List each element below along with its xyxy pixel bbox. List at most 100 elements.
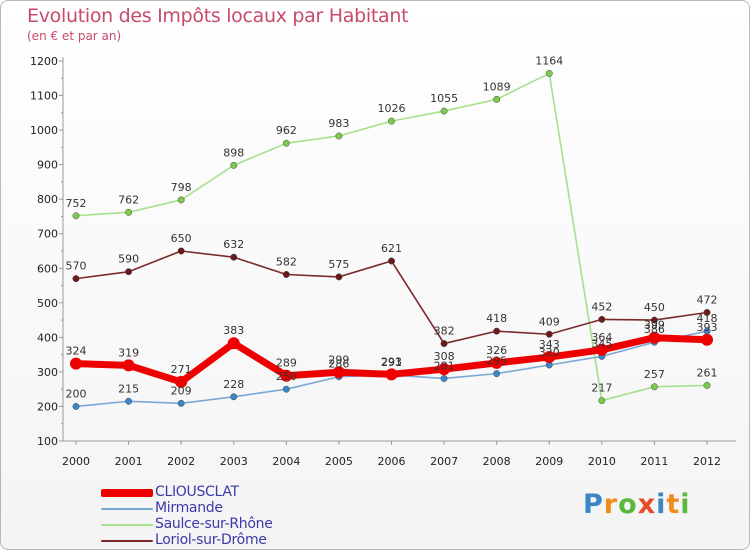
data-label-2: 261: [697, 366, 718, 379]
y-tick-label: 200: [37, 400, 58, 413]
chart-data-labels: 324 319 271 383 289 299 293 308 326 343 364 399 393 2…: [66, 54, 718, 400]
data-label-3: 582: [276, 255, 297, 268]
data-point-1: [440, 375, 448, 382]
data-point-3: [282, 271, 290, 278]
data-label-1: 228: [223, 378, 244, 391]
data-label-2: 1089: [483, 80, 511, 93]
x-tick-label: 2008: [483, 455, 511, 468]
legend-item: CLIOUSCLAT: [101, 484, 361, 501]
logo-letter: i: [680, 489, 691, 520]
logo-letter: i: [656, 489, 667, 520]
proxiti-logo: Proxiti: [583, 489, 691, 520]
data-point-3: [230, 253, 238, 261]
data-point-3: [335, 273, 343, 281]
data-point-2: [545, 69, 553, 77]
data-point-2: [703, 381, 711, 389]
data-point-1: [72, 403, 80, 410]
y-tick-label: 1200: [30, 55, 58, 68]
data-point-0: [280, 369, 293, 382]
data-point-3: [545, 330, 553, 338]
data-label-1: 418: [697, 312, 718, 325]
data-point-0: [122, 359, 135, 372]
data-label-1: 295: [486, 355, 507, 368]
data-point-0: [227, 337, 240, 350]
data-point-3: [703, 309, 711, 316]
data-label-1: 200: [66, 387, 87, 400]
x-tick-label: 2011: [640, 455, 668, 468]
data-point-2: [282, 139, 290, 147]
y-tick-label: 900: [37, 159, 58, 172]
data-label-3: 650: [171, 232, 192, 245]
chart-title: Evolution des Impôts locaux par Habitant: [27, 5, 409, 27]
data-label-0: 289: [276, 357, 297, 370]
data-point-2: [440, 107, 448, 115]
chart-series: [70, 69, 713, 410]
x-tick-label: 2012: [693, 455, 721, 468]
data-point-3: [598, 315, 606, 323]
logo-letter: t: [666, 489, 681, 520]
y-tick-label: 300: [37, 366, 58, 379]
data-label-2: 962: [276, 124, 297, 137]
data-point-0: [543, 351, 556, 364]
data-point-0: [332, 366, 345, 379]
data-label-3: 621: [381, 242, 402, 255]
data-label-1: 320: [539, 346, 560, 359]
logo-letter: P: [583, 489, 604, 520]
data-label-0: 326: [486, 344, 507, 357]
legend-item: Mirmande: [101, 500, 361, 517]
legend-swatch: [101, 489, 153, 497]
data-point-2: [72, 212, 80, 220]
data-label-3: 450: [644, 301, 665, 314]
legend-swatch: [101, 524, 153, 526]
data-label-0: 383: [223, 324, 244, 337]
legend-swatch: [101, 540, 153, 542]
data-point-3: [493, 327, 501, 335]
data-label-1: 215: [118, 382, 139, 395]
logo-letter: x: [637, 489, 657, 520]
data-label-1: 281: [434, 359, 455, 372]
data-label-0: 293: [381, 355, 402, 368]
legend-label: Mirmande: [155, 500, 223, 516]
data-label-2: 983: [328, 117, 349, 130]
y-tick-label: 1000: [30, 124, 58, 137]
data-point-2: [493, 95, 501, 103]
data-label-3: 418: [486, 312, 507, 325]
data-point-0: [175, 375, 188, 388]
data-label-0: 308: [434, 350, 455, 363]
legend-swatch: [101, 508, 153, 510]
data-label-0: 343: [539, 338, 560, 351]
legend-item: Saulce-sur-Rhône: [101, 516, 361, 533]
data-point-3: [125, 268, 133, 276]
x-tick-label: 2001: [115, 455, 143, 468]
data-point-0: [438, 363, 451, 376]
data-label-3: 570: [66, 260, 87, 273]
data-label-2: 752: [66, 197, 87, 210]
data-label-3: 632: [223, 238, 244, 251]
y-tick-label: 1100: [30, 90, 58, 103]
x-tick-label: 2007: [430, 455, 458, 468]
data-point-0: [648, 331, 661, 344]
y-tick-label: 100: [37, 435, 58, 448]
data-point-2: [230, 161, 238, 169]
data-label-1: 386: [644, 323, 665, 336]
data-label-2: 762: [118, 193, 139, 206]
data-label-2: 1026: [378, 102, 406, 115]
legend-label: CLIOUSCLAT: [155, 484, 239, 500]
data-point-2: [598, 397, 606, 405]
chart-subtitle: (en € et par an): [27, 29, 122, 43]
x-tick-label: 2000: [62, 455, 90, 468]
y-tick-label: 400: [37, 331, 58, 344]
legend-label: Loriol-sur-Drôme: [155, 532, 267, 548]
data-point-1: [493, 370, 501, 378]
data-label-3: 590: [118, 253, 139, 266]
data-point-2: [335, 132, 343, 140]
data-label-0: 319: [118, 346, 139, 359]
data-point-1: [230, 393, 238, 401]
data-point-1: [282, 385, 290, 393]
y-tick-label: 800: [37, 193, 58, 206]
x-tick-label: 2003: [220, 455, 248, 468]
data-point-1: [177, 399, 185, 407]
x-tick-label: 2009: [535, 455, 563, 468]
